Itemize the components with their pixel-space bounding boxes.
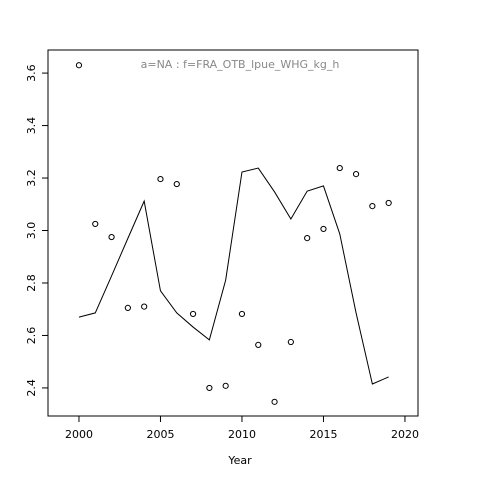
point: [206, 384, 213, 392]
point: [124, 304, 131, 312]
x-tick-label: 2005: [146, 428, 174, 441]
point: [320, 225, 327, 233]
point: [157, 175, 164, 183]
point: [173, 180, 180, 188]
y-tick-label: 3.2: [25, 169, 38, 187]
line: [78, 167, 389, 385]
x-axis-label: Year: [227, 454, 252, 467]
point: [336, 164, 343, 172]
point: [108, 233, 115, 241]
plot-box: [47, 49, 419, 417]
y-tick-label: 2.4: [25, 379, 38, 397]
y-tick-label: 3.0: [25, 222, 38, 240]
point: [75, 62, 83, 69]
point: [222, 382, 229, 389]
point: [238, 310, 246, 318]
point: [271, 398, 278, 405]
x-tick-label: 2010: [228, 428, 256, 441]
point: [352, 170, 360, 178]
point: [304, 235, 311, 242]
point: [287, 338, 294, 346]
y-tick-label: 2.8: [25, 274, 38, 292]
point: [92, 220, 99, 228]
point: [189, 310, 197, 318]
point: [141, 303, 148, 310]
y-tick-label: 2.6: [25, 327, 38, 345]
x-tick-label: 2000: [65, 428, 93, 441]
y-tick-label: 3.6: [25, 64, 38, 82]
point: [385, 199, 392, 207]
point: [369, 203, 376, 210]
y-tick-label: 3.4: [25, 117, 38, 134]
point: [255, 341, 262, 348]
x-tick-label: 2020: [391, 428, 419, 441]
x-tick-label: 2015: [309, 428, 337, 441]
chart-title: a=NA : f=FRA_OTB_lpue_WHG_kg_h: [141, 58, 340, 71]
